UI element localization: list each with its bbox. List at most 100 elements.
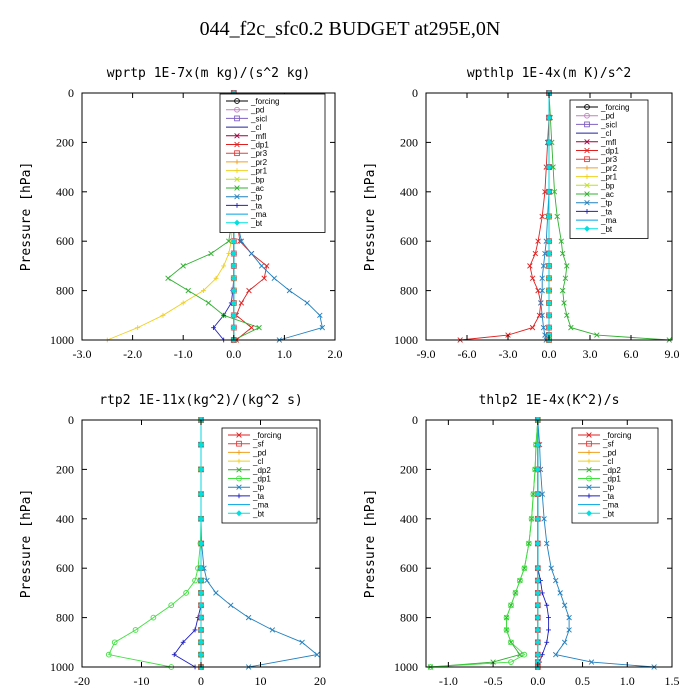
thlp2-bt-marker [534,466,541,473]
wpthlp-legend-tp-marker [584,199,590,206]
thlp2-tp-marker [548,565,554,571]
wprtp-tp-marker [286,287,293,294]
wpthlp-legend-mfl-marker [584,139,590,145]
wpthlp-legend: _forcing_pd_sicl_cl_mfl_dp1_pr3_pr2_pr1_… [569,99,649,239]
wprtp-legend-label-ta: _ta [250,201,263,210]
thlp2-y-tick-label: 0 [412,413,418,427]
wpthlp-dp1-marker [527,263,533,269]
wpthlp-dp1-marker [529,275,536,281]
wpthlp-legend-pr2-marker [584,165,590,171]
wpthlp-y-tick-label: 1000 [394,333,418,347]
wprtp-bt-marker [230,324,237,331]
thlp2-dp1-marker [508,659,514,665]
wpthlp-tp-marker [540,324,547,331]
thlp2-bt-marker [534,614,541,621]
rtp2-dp1-marker [183,590,189,596]
wprtp-dp1-marker [248,324,255,331]
rtp2-tp-marker [314,651,320,658]
thlp2-x-tick-label: 1.5 [665,674,680,688]
wpthlp-tp-marker [538,300,544,306]
wpthlp-dp1-marker [535,287,541,294]
wprtp-bt-marker [230,262,237,269]
wprtp-x-tick-label: 1.0 [277,347,292,361]
wpthlp-y-tick-label: 800 [400,284,418,298]
wpthlp-bt-marker [546,275,552,282]
rtp2-series-dp1 [108,420,202,668]
wpthlp-bt-marker [546,299,552,306]
rtp2-dp1-marker [111,639,118,646]
thlp2-dp1-marker [508,639,514,646]
wpthlp-y-tick-label: 0 [412,86,418,100]
wprtp-y-tick-label: 0 [68,86,74,100]
thlp2-bt-marker [534,602,541,609]
thlp2-dp1-marker [503,627,510,633]
thlp2-dp1-marker [517,577,523,584]
wprtp-tp-marker [258,263,265,269]
wprtp-dp1-marker [246,287,252,294]
wprtp-legend-box [219,93,326,233]
thlp2-x-tick-label: 0.0 [530,674,545,688]
wpthlp-legend-label-ta: _ta [600,207,613,216]
wprtp-bt-marker [230,287,237,294]
thlp2-legend-label-sf: _sf [602,440,614,449]
thlp2-legend-label-ta: _ta [602,492,615,501]
thlp2-bt-marker [534,491,541,498]
rtp2-y-tick-label: 0 [68,413,74,427]
wpthlp-ac-marker [550,164,556,170]
wprtp-ac-marker [205,300,212,306]
wpthlp-tp-marker [542,250,548,257]
wprtp-legend-sicl-marker [234,115,240,122]
thlp2-x-tick-label: -0.5 [484,674,503,688]
thlp2-legend-dp2-marker [586,467,592,473]
thlp2-series-dp2 [430,419,539,668]
wpthlp-legend-bp-marker [584,182,590,189]
wprtp-bt-marker [230,312,237,319]
rtp2-legend-pd-marker [236,450,242,455]
rtp2-ta-marker [192,627,198,633]
wpthlp-ac-marker [564,263,570,269]
wprtp-chart: wprtp 1E-7x(m kg)/(s^2 kg) Pressure [hPa]… [19,66,343,361]
wpthlp-y-axis-label: Pressure [hPa] [363,162,378,272]
wprtp-pr1-marker [221,263,227,269]
thlp2-y-tick-label: 400 [400,512,418,526]
rtp2-legend-dp1-marker [236,475,242,482]
wpthlp-ac-marker [551,189,558,195]
thlp2-chart: thlp2 1E-4x(K^2)/s Pressure [hPa] -1.0 -0.5… [363,393,680,688]
thlp2-legend-label-forcing: _forcing [602,431,631,440]
wprtp-legend-forcing-marker [234,98,240,104]
rtp2-y-tick-label: 200 [56,462,74,476]
thlp2-plot-frame [425,419,673,668]
thlp2-ta-marker [544,602,550,608]
rtp2-y-tick-label: 400 [56,512,74,526]
wpthlp-bt-marker [546,114,552,121]
rtp2-x-tick-label: -10 [134,674,150,688]
rtp2-bt-marker [198,491,204,498]
rtp2-legend-ta-marker [236,493,242,499]
wprtp-pr1-marker [226,251,232,256]
rtp2-legend-sf-marker [236,440,242,447]
wpthlp-bt-marker [546,213,552,220]
rtp2-chart: rtp2 1E-11x(kg^2)/(kg^2 s) Pressure [hPa]… [19,393,326,688]
rtp2-legend-label-pd: _pd [252,448,266,457]
thlp2-bt-marker [534,651,541,658]
rtp2-bt-marker [198,515,204,522]
rtp2-legend-label-ma: _ma [252,501,269,510]
wprtp-ta-marker [221,312,227,318]
wpthlp-legend-label-bt: _bt [600,225,613,234]
thlp2-dp1-marker [526,540,532,547]
wpthlp-legend-pr3-marker [584,156,590,163]
wpthlp-legend-label-cl: _cl [600,129,611,138]
wprtp-legend-dp1-marker [234,141,240,148]
rtp2-legend-bt-marker [236,510,242,517]
wprtp-y-tick-label: 200 [56,135,74,149]
thlp2-legend-label-ma: _ma [602,501,619,510]
thlp2-dp1-marker [508,602,514,609]
thlp2-legend-label-dp2: _dp2 [602,466,621,475]
rtp2-legend-label-ta: _ta [252,492,265,501]
wprtp-legend-tp-marker [234,193,240,200]
wpthlp-ac-marker [568,324,574,331]
thlp2-legend-pd-marker [586,450,592,455]
wpthlp-bt-marker [546,188,552,195]
wprtp-pr1-marker [213,275,219,281]
